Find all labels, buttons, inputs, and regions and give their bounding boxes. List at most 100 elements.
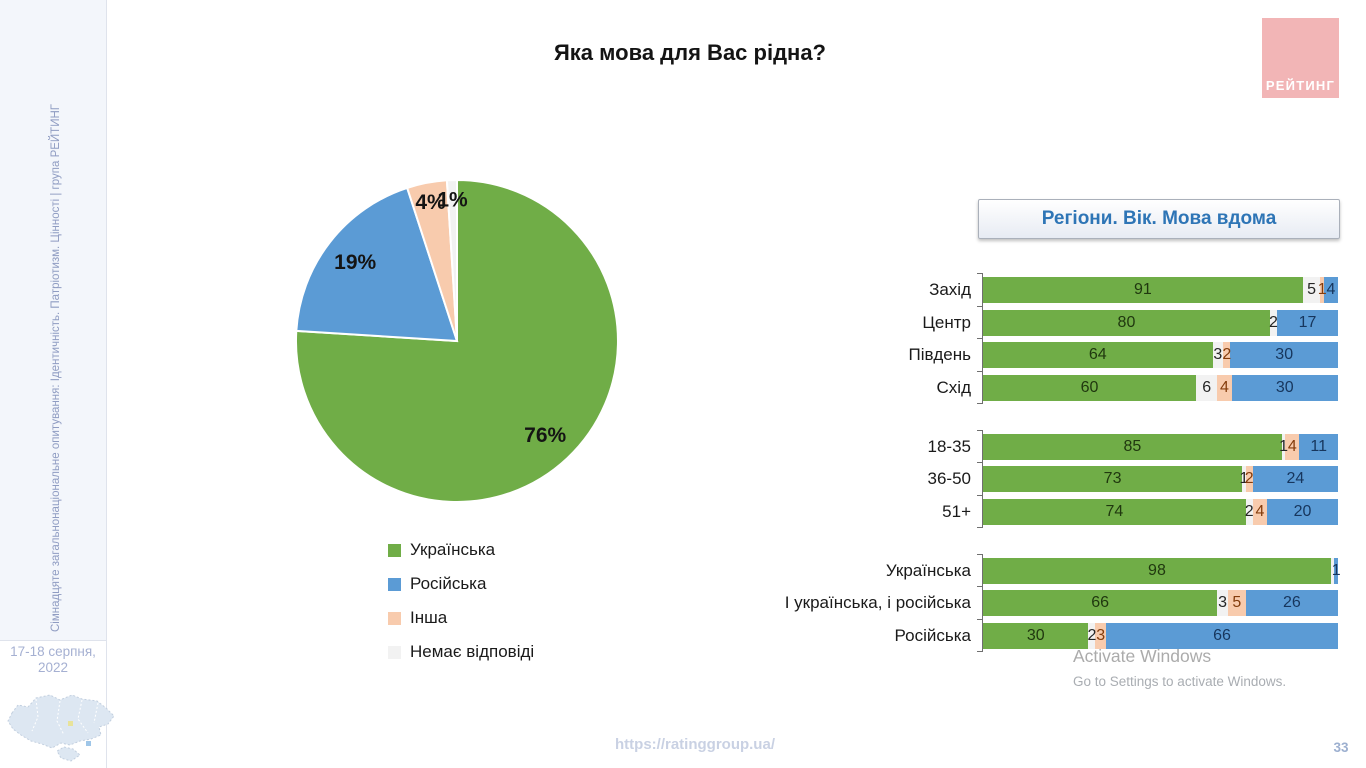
footer-url[interactable]: https://ratinggroup.ua/ [615,736,775,753]
map-dot-yellow [68,721,73,726]
legend-item: Російська [388,574,534,594]
bar-segment: 17 [1277,309,1338,336]
bar-segment-label: 2 [1222,346,1232,363]
legend-label: Українська [410,540,496,559]
bar-row-label: 18-35 [927,436,971,456]
bar-row-label: І українська, і російська [784,593,971,612]
pie-slice-4 [445,178,458,342]
chart-panel-header: Регіони. Вік. Мова вдома [978,199,1340,239]
bar-segment: 1 [1279,433,1288,460]
bar-segment: 66 [1106,622,1339,649]
bar-segment-label: 5 [1232,594,1242,611]
bar-row-label: 51+ [942,501,971,521]
bar-segment: 2 [1088,622,1096,649]
bar-row: Південь 64 3 2 30 [766,338,1338,368]
bar-segment-label: 66 [1091,594,1110,611]
bar-segment-label: 74 [1105,502,1124,520]
bar-segment-label: 4 [1326,281,1336,298]
legend-label: Російська [410,574,487,593]
bar-segment-label: 2 [1269,313,1278,331]
bar-segment-label: 91 [1134,281,1152,298]
bar-segment: 4 [1285,433,1300,460]
bar-segment: 1 [1239,466,1249,492]
bar-segment: 20 [1267,498,1338,525]
bar-row: Центр 80 2 17 [766,305,1338,336]
pie-data-label: 4% [415,191,446,214]
bar-track: 60 6 4 30 [983,374,1338,401]
bar-segment: 1 [1317,277,1327,303]
bar-segment: 4 [1252,498,1267,525]
bar-row: Російська 30 2 3 66 [766,618,1339,649]
legend-item: Немає відповіді [388,642,534,662]
bar-segment-label: 80 [1117,313,1136,331]
legend-swatch [388,611,401,625]
rating-logo-text: РЕЙТИНГ [1265,78,1336,93]
bar-row-label: Схід [936,377,971,397]
bar-segment: 5 [1302,277,1321,303]
bar-chart: Захід 91 5 1 4 Центр 80 2 17 Південь 64 3 2 30 Схід 60 6… [766,273,1341,652]
bar-row: 18-35 85 1 4 11 [766,429,1338,460]
bar-segment-label: 30 [1275,378,1294,396]
bar-segment: 85 [983,433,1282,460]
bar-segment-label: 11 [1310,437,1327,455]
map-dot-blue [86,741,91,746]
bar-segment: 2 [1245,498,1254,525]
sidebar-panel [0,0,106,641]
bar-segment-label: 64 [1088,346,1107,363]
bar-row: Схід 60 6 4 30 [766,370,1338,401]
bar-track: 66 3 5 26 [983,590,1338,616]
bar-group-regions: Захід 91 5 1 4 Центр 80 2 17 Південь 64 3 2 30 Схід 60 6… [766,273,1338,403]
pie-data-label: 1% [437,188,468,211]
bar-row-label: Центр [922,312,971,332]
legend-item: Інша [388,608,534,628]
ukraine-map [2,683,120,768]
bar-segment: 30 [1230,342,1338,368]
page-number: 33 [1333,740,1349,755]
legend: Українська Російська Інша Немає відповіді [388,540,534,676]
bar-track: 73 1 2 24 [983,466,1338,492]
bar-segment: 30 [983,622,1089,649]
bar-row-label: 36-50 [927,469,971,488]
bar-segment-label: 85 [1123,437,1142,455]
bar-segment: 2 [1245,466,1254,492]
ukraine-map-svg [7,694,115,762]
bar-segment-label: 30 [1026,626,1045,644]
bar-segment-label: 30 [1275,346,1294,363]
pie-data-label: 19% [334,251,376,274]
legend-item: Українська [388,540,534,560]
bar-segment-label: 6 [1202,378,1212,396]
bar-segment-label: 1 [1331,561,1341,579]
bar-segment: 1 [1331,557,1341,584]
pie-slice-2 [295,186,459,343]
crimea-outline [56,746,81,762]
bar-segment-label: 1 [1317,281,1327,298]
bar-row-label: Захід [929,280,971,299]
bar-track: 98 1 [983,557,1341,584]
bar-segment-label: 3 [1213,346,1223,363]
bar-segment: 3 [1212,342,1224,368]
legend-label: Немає відповіді [410,642,535,661]
bar-segment-label: 4 [1255,502,1265,520]
bar-segment: 66 [983,590,1218,616]
rating-logo: РЕЙТИНГ [1262,18,1339,98]
survey-date-line2: 2022 [37,660,69,676]
bar-segment: 3 [1217,590,1228,616]
bar-segment: 74 [983,498,1246,525]
pie-data-label: 76% [524,424,566,447]
bar-segment-label: 1 [1239,470,1249,487]
bar-segment: 11 [1299,433,1338,460]
bar-segment: 6 [1196,374,1218,401]
sidebar: Сімнадцяте загальнонаціональне опитуванн… [0,0,115,768]
bar-segment-label: 4 [1287,437,1297,455]
survey-date-line1: 17-18 серпня, [10,644,96,659]
bar-segment-label: 5 [1307,281,1317,298]
bar-row-label: Російська [894,625,971,645]
bar-segment: 4 [1217,374,1232,401]
bar-row-label: Українська [885,560,971,580]
bar-track: 30 2 3 66 [983,622,1339,649]
bar-segment: 64 [983,342,1213,368]
bar-track: 91 5 1 4 [983,277,1338,303]
bar-track: 74 2 4 20 [983,498,1338,525]
bar-row: 36-50 73 1 2 24 [766,462,1338,492]
